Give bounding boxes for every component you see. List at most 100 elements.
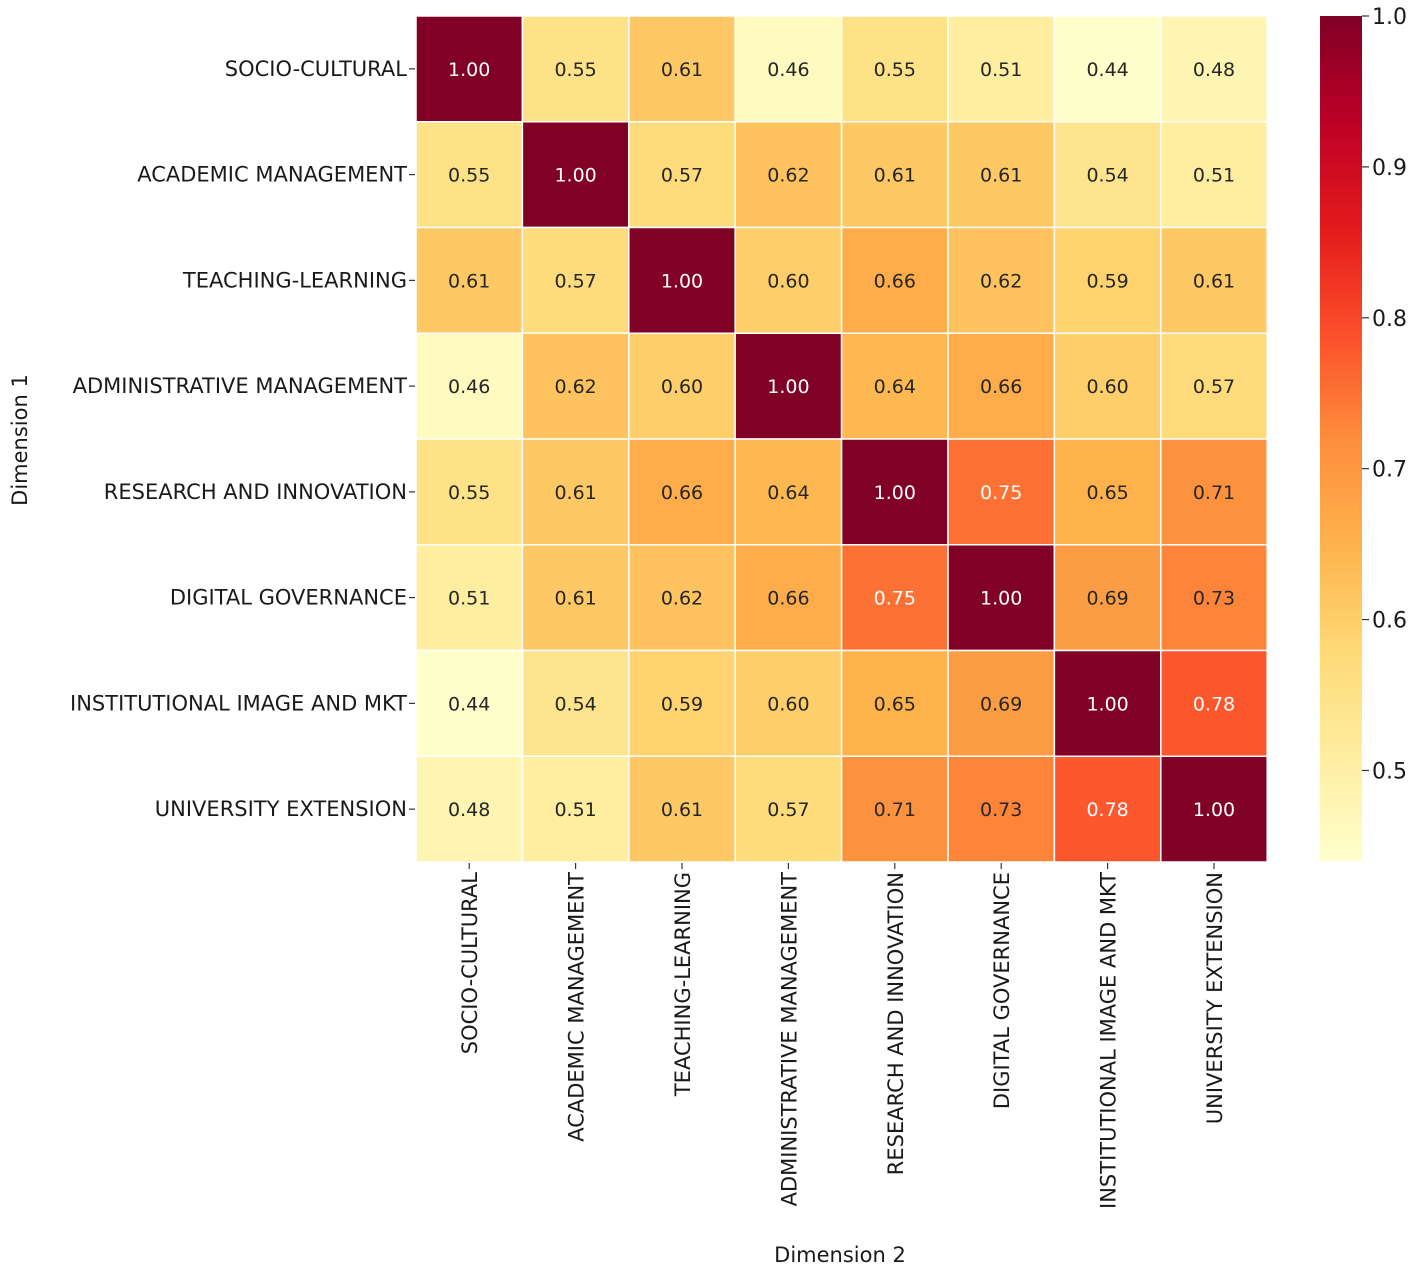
cell-value-label: 1.00 — [1193, 799, 1235, 821]
colorbar-tick-label: 0.6 — [1372, 609, 1407, 634]
y-tick-label: SOCIO-CULTURAL — [225, 57, 408, 81]
heatmap-cell — [840, 438, 949, 546]
cell-value-label: 0.66 — [874, 270, 916, 292]
x-tick-label: ADMINISTRATIVE MANAGEMENT — [777, 872, 801, 1207]
cell-value-label: 0.78 — [1193, 693, 1235, 715]
heatmap-cell — [947, 438, 1056, 546]
y-tick-label: TEACHING-LEARNING — [182, 268, 407, 292]
cell-value-label: 0.61 — [661, 799, 703, 821]
heatmap-cell — [628, 755, 736, 863]
cell-value-label: 1.00 — [980, 588, 1022, 610]
colorbar-tick-label: 0.9 — [1372, 156, 1407, 181]
cell-value-label: 0.57 — [1193, 376, 1235, 398]
cell-value-label: 1.00 — [1086, 693, 1128, 715]
cell-value-label: 0.55 — [448, 165, 490, 187]
cell-value-label: 0.61 — [980, 165, 1022, 187]
heatmap-cell — [628, 332, 736, 440]
cell-value-label: 0.48 — [1193, 59, 1235, 81]
cell-value-label: 0.75 — [980, 482, 1022, 504]
cell-value-label: 0.61 — [554, 482, 596, 504]
cell-value-label: 0.44 — [1086, 59, 1128, 81]
heatmap-cell — [521, 544, 630, 652]
heatmap-cell — [840, 544, 949, 652]
x-tick-label: ACADEMIC MANAGEMENT — [565, 872, 589, 1142]
heatmap-cell — [1160, 649, 1268, 757]
cell-value-label: 0.48 — [448, 799, 490, 821]
y-axis-label: Dimension 1 — [8, 374, 32, 506]
cell-value-label: 1.00 — [661, 270, 703, 292]
cell-value-label: 0.51 — [554, 799, 596, 821]
heatmap-cell — [734, 332, 843, 440]
colorbar-tick-label: 1.0 — [1372, 5, 1407, 30]
heatmap-cell — [521, 755, 630, 863]
heatmap-cell — [734, 15, 843, 123]
cell-value-label: 1.00 — [554, 165, 596, 187]
heatmap-cells: 1.00 0.55 0.61 0.46 0.55 0.51 0.44 0.48 0.55 1.00… — [415, 15, 1268, 863]
heatmap-cell — [840, 332, 949, 440]
cell-value-label: 0.71 — [874, 799, 916, 821]
heatmap-cell — [628, 15, 736, 123]
heatmap-cell — [1160, 121, 1268, 229]
heatmap-cell — [1160, 755, 1268, 863]
y-tick-label: ACADEMIC MANAGEMENT — [137, 163, 407, 187]
y-tick-label: RESEARCH AND INNOVATION — [104, 480, 407, 504]
heatmap-cell — [415, 755, 524, 863]
colorbar-gradient — [1320, 16, 1362, 861]
cell-value-label: 0.62 — [767, 165, 809, 187]
heatmap-cell — [1053, 226, 1162, 334]
cell-value-label: 1.00 — [874, 482, 916, 504]
colorbar-tick-label: 0.8 — [1372, 307, 1407, 332]
heatmap-cell — [1160, 438, 1268, 546]
heatmap-cell — [628, 544, 736, 652]
heatmap-cell — [521, 226, 630, 334]
x-tick-label: TEACHING-LEARNING — [671, 872, 695, 1097]
cell-value-label: 0.61 — [874, 165, 916, 187]
heatmap-cell — [521, 649, 630, 757]
cell-value-label: 0.60 — [1086, 376, 1128, 398]
cell-value-label: 0.69 — [980, 693, 1022, 715]
y-tick-label: UNIVERSITY EXTENSION — [155, 797, 407, 821]
heatmap-cell — [1053, 544, 1162, 652]
cell-value-label: 0.55 — [448, 482, 490, 504]
cell-value-label: 0.61 — [448, 270, 490, 292]
x-tick-label: SOCIO-CULTURAL — [458, 872, 482, 1055]
colorbar: 0.5 0.6 0.7 0.8 0.9 1.0 — [1320, 5, 1407, 861]
cell-value-label: 0.51 — [980, 59, 1022, 81]
cell-value-label: 0.61 — [554, 588, 596, 610]
heatmap-cell — [840, 649, 949, 757]
heatmap-cell — [415, 226, 524, 334]
cell-value-label: 0.60 — [767, 270, 809, 292]
cell-value-label: 0.59 — [1086, 270, 1128, 292]
cell-value-label: 0.57 — [661, 165, 703, 187]
x-tick-label: DIGITAL GOVERNANCE — [990, 872, 1014, 1109]
heatmap-cell — [840, 226, 949, 334]
heatmap-cell — [947, 121, 1056, 229]
heatmap-cell — [1053, 332, 1162, 440]
heatmap-cell — [628, 438, 736, 546]
colorbar-ticks: 0.5 0.6 0.7 0.8 0.9 1.0 — [1362, 5, 1407, 784]
x-axis-label: Dimension 2 — [774, 1243, 906, 1267]
cell-value-label: 0.75 — [874, 588, 916, 610]
cell-value-label: 0.60 — [661, 376, 703, 398]
cell-value-label: 0.60 — [767, 693, 809, 715]
cell-value-label: 0.73 — [1193, 588, 1235, 610]
y-tick-label: DIGITAL GOVERNANCE — [170, 586, 407, 610]
heatmap-cell — [1053, 438, 1162, 546]
heatmap-cell — [415, 15, 524, 123]
cell-value-label: 0.62 — [980, 270, 1022, 292]
heatmap-cell — [947, 755, 1056, 863]
cell-value-label: 0.65 — [874, 693, 916, 715]
cell-value-label: 1.00 — [767, 376, 809, 398]
cell-value-label: 0.57 — [554, 270, 596, 292]
heatmap-cell — [734, 438, 843, 546]
cell-value-label: 0.66 — [767, 588, 809, 610]
heatmap-cell — [840, 755, 949, 863]
heatmap-cell — [521, 121, 630, 229]
cell-value-label: 0.71 — [1193, 482, 1235, 504]
heatmap-cell — [947, 544, 1056, 652]
heatmap-cell — [734, 121, 843, 229]
x-tick-label: RESEARCH AND INNOVATION — [884, 872, 908, 1175]
y-tick-label: ADMINISTRATIVE MANAGEMENT — [73, 374, 408, 398]
cell-value-label: 0.51 — [448, 588, 490, 610]
colorbar-tick-label: 0.7 — [1372, 458, 1407, 483]
